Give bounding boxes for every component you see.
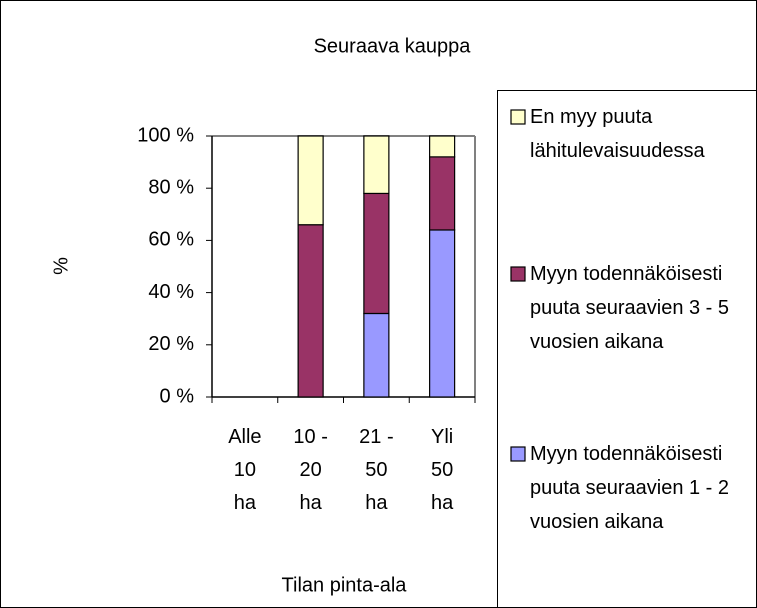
x-tick-label: Yli 50 ha — [431, 426, 454, 514]
y-tick-label: 100 % — [137, 124, 194, 146]
x-tick-label: 10 - 20 ha — [293, 426, 328, 514]
y-tick-label: 40 % — [148, 281, 194, 303]
y-tick-label: 0 % — [160, 385, 195, 407]
legend-label: En myy puuta lähitulevaisuudessa — [530, 106, 705, 162]
y-tick-label: 80 % — [148, 176, 194, 198]
legend-swatch — [510, 266, 526, 282]
x-axis-label: Tilan pinta-ala — [282, 574, 408, 596]
y-tick-label: 20 % — [148, 333, 194, 355]
legend-swatch — [510, 446, 526, 462]
bar-segment — [297, 224, 324, 398]
y-axis-label: % — [50, 257, 72, 275]
legend-box — [497, 90, 757, 608]
bar-segment — [363, 312, 390, 398]
legend-label: Myyn todennäköisesti puuta seuraavien 3 … — [530, 263, 730, 353]
bar-segment — [429, 156, 456, 231]
legend-label: Myyn todennäköisesti puuta seuraavien 1 … — [530, 443, 730, 533]
bar-segment — [429, 229, 456, 398]
x-tick-label: 21 - 50 ha — [359, 426, 394, 514]
chart-title: Seuraava kauppa — [314, 35, 472, 57]
bar-segment — [297, 135, 324, 226]
bar-segment — [429, 135, 456, 158]
y-tick-label: 60 % — [148, 229, 194, 251]
bar-segment — [363, 135, 390, 195]
x-tick-label: Alle 10 ha — [228, 426, 262, 514]
bar-segment — [363, 192, 390, 315]
legend-swatch — [510, 109, 526, 125]
